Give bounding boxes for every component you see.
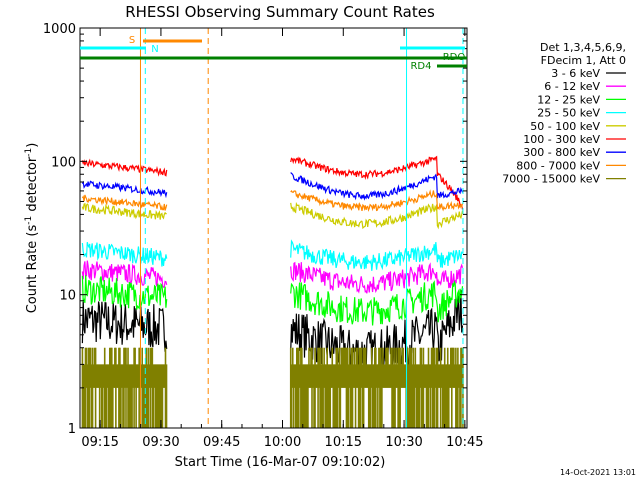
x-tick-label: 09:15 bbox=[81, 435, 118, 450]
series-line bbox=[290, 189, 464, 212]
x-tick-label: 09:45 bbox=[203, 435, 240, 450]
series-line bbox=[81, 260, 168, 288]
series-line bbox=[290, 239, 463, 271]
plot-frame bbox=[79, 27, 468, 429]
legend-entry-label: 6 - 12 keV bbox=[544, 80, 600, 93]
y-tick-label: 1000 bbox=[43, 22, 76, 37]
flag-label-s: S bbox=[129, 35, 135, 46]
series-line bbox=[81, 275, 168, 310]
legend: Det 1,3,4,5,6,9, FDecim 1, Att 0 3 - 6 k… bbox=[502, 41, 626, 186]
legend-entry-label: 100 - 300 keV bbox=[523, 133, 600, 146]
series-line bbox=[290, 201, 464, 230]
legend-entry-label: 800 - 7000 keV bbox=[516, 159, 600, 172]
series-line bbox=[290, 172, 464, 201]
legend-header-1: Det 1,3,4,5,6,9, bbox=[540, 41, 626, 54]
series-line bbox=[81, 194, 168, 211]
x-tick-label: 10:00 bbox=[264, 435, 301, 450]
plot-area bbox=[79, 28, 464, 428]
legend-header-2: FDecim 1, Att 0 bbox=[541, 54, 626, 67]
y-tick-label: 100 bbox=[51, 155, 76, 170]
series-25-50keV bbox=[81, 239, 463, 271]
series-line bbox=[81, 202, 167, 220]
series-12-25keV bbox=[81, 275, 464, 326]
x-tick-label: 10:15 bbox=[325, 435, 362, 450]
series-line bbox=[290, 280, 464, 326]
x-tick-label: 09:30 bbox=[142, 435, 179, 450]
y-tick-label: 10 bbox=[59, 289, 76, 304]
y-axis-ticks: 1 10 100 1000 bbox=[43, 22, 467, 437]
y-axis-label-mid: detector bbox=[25, 156, 40, 216]
legend-entry-label: 25 - 50 keV bbox=[537, 107, 600, 120]
y-axis-label-main: Count Rate (s bbox=[25, 225, 40, 314]
timestamp: 14-Oct-2021 13:01 bbox=[560, 468, 636, 477]
legend-entry-label: 7000 - 15000 keV bbox=[502, 173, 600, 186]
legend-entry-label: 12 - 25 keV bbox=[537, 93, 600, 106]
legend-entry-label: 3 - 6 keV bbox=[551, 67, 600, 80]
legend-entry-label: 50 - 100 keV bbox=[530, 120, 600, 133]
x-tick-label: 10:30 bbox=[385, 435, 422, 450]
flag-bars: S N RDO RD4 bbox=[80, 35, 467, 72]
series-800-7000keV bbox=[81, 189, 464, 212]
series-line bbox=[81, 299, 168, 352]
flag-label-rd4: RD4 bbox=[410, 61, 431, 72]
x-axis-label: Start Time (16-Mar-07 09:10:02) bbox=[175, 455, 386, 470]
series-line bbox=[81, 242, 168, 267]
series-line bbox=[81, 158, 168, 177]
y-axis-label: Count Rate (s-1 detector-1) bbox=[24, 143, 40, 314]
chart-title: RHESSI Observing Summary Count Rates bbox=[125, 3, 435, 21]
y-axis-label-sup2: -1 bbox=[24, 148, 34, 157]
series-line bbox=[290, 155, 464, 210]
series-6-12keV bbox=[81, 260, 464, 294]
flag-label-n: N bbox=[151, 44, 158, 55]
y-axis-label-sup1: -1 bbox=[24, 216, 34, 225]
series-300-800keV bbox=[81, 172, 464, 201]
series-50-100keV bbox=[81, 201, 464, 230]
y-axis-label-end: ) bbox=[25, 143, 40, 148]
series-line bbox=[81, 180, 168, 199]
series-100-300keV bbox=[81, 155, 464, 210]
legend-entry-label: 300 - 800 keV bbox=[523, 146, 600, 159]
x-axis-ticks: 09:15 09:30 09:45 10:00 10:15 10:30 10:45 bbox=[81, 28, 484, 450]
y-tick-label: 1 bbox=[68, 422, 76, 437]
series-line bbox=[290, 261, 464, 294]
x-tick-label: 10:45 bbox=[446, 435, 483, 450]
